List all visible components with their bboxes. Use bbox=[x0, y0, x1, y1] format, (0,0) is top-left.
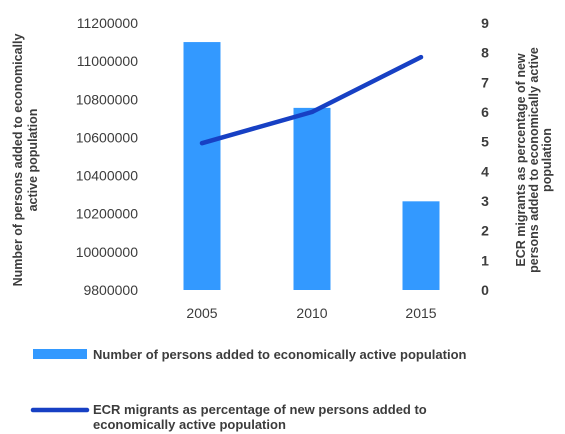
right-tick-label: 8 bbox=[481, 45, 489, 61]
right-axis-title-line: persons added to economically active bbox=[527, 47, 541, 273]
legend-bar-swatch bbox=[33, 349, 87, 359]
x-tick-label: 2005 bbox=[186, 305, 217, 321]
left-tick-label: 10800000 bbox=[76, 91, 139, 107]
right-tick-label: 1 bbox=[481, 252, 489, 268]
left-tick-label: 10400000 bbox=[76, 168, 139, 184]
x-tick-label: 2015 bbox=[405, 305, 436, 321]
bar-2010 bbox=[293, 107, 331, 290]
bar-2015 bbox=[402, 201, 440, 290]
x-axis-ticks: 2005 2010 2015 bbox=[186, 305, 436, 321]
left-tick-label: 9800000 bbox=[83, 282, 138, 298]
right-axis-title: ECR migrants as percentage of new persons… bbox=[514, 47, 554, 273]
right-tick-label: 7 bbox=[481, 74, 489, 90]
left-axis-ticks: 9800000 10000000 10200000 10400000 10600000 1… bbox=[76, 15, 139, 298]
right-tick-label: 9 bbox=[481, 15, 489, 31]
line-point-2005 bbox=[200, 141, 204, 146]
legend-bar-label: Number of persons added to economically … bbox=[93, 347, 467, 362]
left-axis-title-line: Number of persons added to economically bbox=[11, 34, 25, 287]
legend: Number of persons added to economically … bbox=[30, 347, 467, 432]
right-tick-label: 3 bbox=[481, 193, 489, 209]
left-tick-label: 11200000 bbox=[77, 15, 138, 31]
left-tick-label: 10000000 bbox=[76, 244, 139, 260]
right-axis-ticks: 0 1 2 3 4 5 6 7 8 9 bbox=[481, 15, 489, 298]
right-axis-title-line: ECR migrants as percentage of new bbox=[514, 53, 528, 267]
right-tick-label: 5 bbox=[481, 134, 489, 150]
right-tick-label: 4 bbox=[481, 163, 489, 179]
bar-2005 bbox=[183, 42, 221, 291]
line-point-2015 bbox=[419, 55, 423, 60]
right-tick-label: 6 bbox=[481, 104, 489, 120]
left-tick-label: 11000000 bbox=[77, 53, 138, 69]
right-tick-label: 0 bbox=[481, 282, 489, 298]
line-point-2010 bbox=[310, 110, 314, 114]
left-axis-title-line: active population bbox=[26, 109, 40, 212]
bar-series bbox=[183, 42, 440, 291]
legend-line-label: ECR migrants as percentage of new person… bbox=[93, 402, 427, 417]
right-tick-label: 2 bbox=[481, 223, 489, 239]
x-tick-label: 2010 bbox=[296, 305, 327, 321]
left-tick-label: 10200000 bbox=[76, 206, 139, 222]
legend-line-label: economically active population bbox=[93, 417, 286, 432]
right-axis-title-line: population bbox=[540, 128, 554, 192]
left-axis-title: Number of persons added to economically a… bbox=[11, 34, 40, 287]
line-series bbox=[199, 54, 424, 146]
left-tick-label: 10600000 bbox=[76, 129, 139, 145]
